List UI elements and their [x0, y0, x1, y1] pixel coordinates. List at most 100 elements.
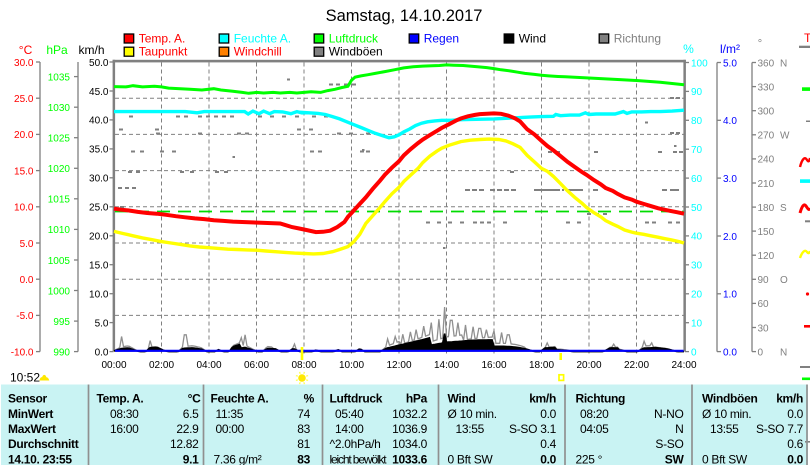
- svg-text:30: 30: [691, 261, 703, 272]
- svg-text:N: N: [780, 58, 787, 69]
- svg-text:1000: 1000: [48, 286, 71, 297]
- svg-text:N-NO: N-NO: [654, 407, 683, 421]
- svg-text:°C: °C: [19, 43, 33, 57]
- svg-text:08:00: 08:00: [291, 360, 316, 371]
- svg-text:Samstag, 14.10.2017: Samstag, 14.10.2017: [326, 7, 483, 25]
- svg-text:Windböen: Windböen: [702, 392, 757, 406]
- svg-text:360: 360: [758, 58, 775, 69]
- svg-text:%: %: [683, 42, 694, 56]
- svg-text:40.0: 40.0: [89, 116, 109, 127]
- svg-text:MaxWert: MaxWert: [8, 422, 56, 436]
- svg-text:Wind: Wind: [519, 31, 546, 45]
- svg-text:995: 995: [53, 317, 70, 328]
- svg-text:9.1: 9.1: [183, 452, 199, 465]
- svg-text:100: 100: [691, 58, 708, 69]
- svg-text:10.0: 10.0: [14, 203, 34, 214]
- svg-text:0.0: 0.0: [20, 275, 34, 286]
- svg-text:Taupunkt: Taupunkt: [139, 45, 188, 59]
- svg-text:30.0: 30.0: [89, 174, 109, 185]
- svg-text:1.0: 1.0: [723, 290, 737, 301]
- svg-text:90: 90: [691, 87, 703, 98]
- svg-text:N: N: [780, 347, 787, 358]
- svg-text:180: 180: [758, 203, 775, 214]
- svg-text:08:30: 08:30: [110, 407, 139, 421]
- svg-text:Ø 10 min.: Ø 10 min.: [702, 407, 751, 421]
- svg-text:10: 10: [691, 319, 703, 330]
- svg-text:1005: 1005: [48, 256, 71, 267]
- svg-text:0.0: 0.0: [540, 452, 556, 465]
- svg-text:40: 40: [691, 232, 703, 243]
- svg-text:00:00: 00:00: [101, 360, 126, 371]
- svg-text:06:00: 06:00: [244, 360, 269, 371]
- svg-text:Ø 10 min.: Ø 10 min.: [448, 407, 497, 421]
- svg-text:1030: 1030: [48, 103, 71, 114]
- svg-text:3.0: 3.0: [723, 174, 737, 185]
- svg-text:05:40: 05:40: [335, 407, 364, 421]
- svg-text:Temp. A.: Temp. A.: [139, 31, 186, 45]
- svg-text:20.0: 20.0: [14, 130, 34, 141]
- svg-text:50.0: 50.0: [89, 58, 109, 69]
- svg-text:20:00: 20:00: [576, 360, 601, 371]
- svg-text:08:20: 08:20: [580, 407, 609, 421]
- svg-text:10:52: 10:52: [10, 371, 40, 385]
- svg-text:14:00: 14:00: [434, 360, 459, 371]
- svg-text:10:00: 10:00: [339, 360, 364, 371]
- svg-text:83: 83: [297, 452, 310, 465]
- svg-text:°C: °C: [188, 392, 201, 406]
- svg-text:0 Bft SW: 0 Bft SW: [448, 452, 494, 465]
- svg-text:11:35: 11:35: [216, 407, 244, 421]
- svg-text:1020: 1020: [48, 164, 71, 175]
- svg-text:Regen: Regen: [424, 31, 459, 45]
- svg-text:5.0: 5.0: [95, 318, 109, 329]
- svg-text:Temp. A.: Temp. A.: [97, 392, 144, 406]
- svg-text:70: 70: [691, 145, 703, 156]
- svg-text:12:00: 12:00: [386, 360, 411, 371]
- svg-text:15.0: 15.0: [89, 261, 109, 272]
- svg-text:5.0: 5.0: [723, 58, 737, 69]
- svg-text:0 Bft SW: 0 Bft SW: [702, 452, 748, 465]
- svg-text:Feuchte A.: Feuchte A.: [211, 392, 269, 406]
- svg-text:S: S: [780, 203, 787, 214]
- svg-text:Durchschnitt: Durchschnitt: [8, 437, 79, 451]
- svg-text:330: 330: [758, 82, 775, 93]
- svg-text:1010: 1010: [48, 225, 71, 236]
- svg-text:1032.2: 1032.2: [392, 407, 428, 421]
- svg-text:20.0: 20.0: [89, 232, 109, 243]
- svg-text:240: 240: [758, 155, 775, 166]
- svg-text:22:00: 22:00: [624, 360, 649, 371]
- svg-text:Windböen: Windböen: [329, 45, 383, 59]
- svg-text:0.0: 0.0: [540, 407, 556, 421]
- svg-text:S-SO 3.1: S-SO 3.1: [509, 422, 557, 436]
- svg-text:15.0: 15.0: [14, 166, 34, 177]
- svg-text:hPa: hPa: [46, 43, 68, 57]
- svg-text:Feuchte A.: Feuchte A.: [234, 31, 291, 45]
- svg-text:-5.0: -5.0: [16, 311, 34, 322]
- svg-text:0.6: 0.6: [787, 437, 803, 451]
- svg-text:13:55: 13:55: [456, 422, 485, 436]
- svg-text:0.0: 0.0: [95, 347, 109, 358]
- svg-text:S-SO 7.7: S-SO 7.7: [756, 422, 804, 436]
- svg-text:22.9: 22.9: [176, 422, 199, 436]
- svg-text:1015: 1015: [48, 195, 71, 206]
- svg-text:1034.0: 1034.0: [392, 437, 428, 451]
- svg-text:24:00: 24:00: [671, 360, 696, 371]
- svg-text:6.5: 6.5: [183, 407, 199, 421]
- svg-text:km/h: km/h: [529, 392, 556, 406]
- svg-text:2.0: 2.0: [723, 232, 737, 243]
- svg-text:km/h: km/h: [776, 392, 803, 406]
- svg-text:Richtung: Richtung: [576, 392, 626, 406]
- svg-text:83: 83: [297, 422, 310, 436]
- svg-text:Wind: Wind: [448, 392, 476, 406]
- svg-text:l/m²: l/m²: [720, 42, 740, 56]
- svg-text:Sensor: Sensor: [8, 392, 48, 406]
- svg-text:1035: 1035: [48, 72, 71, 83]
- svg-text:20: 20: [691, 290, 703, 301]
- svg-text:4.0: 4.0: [723, 116, 737, 127]
- svg-text:300: 300: [758, 107, 775, 118]
- svg-text:25.0: 25.0: [89, 203, 109, 214]
- svg-text:MinWert: MinWert: [8, 407, 53, 421]
- svg-text:°: °: [758, 38, 762, 50]
- svg-text:00:00: 00:00: [216, 422, 245, 436]
- svg-text:90: 90: [758, 275, 770, 286]
- svg-text:60: 60: [758, 299, 770, 310]
